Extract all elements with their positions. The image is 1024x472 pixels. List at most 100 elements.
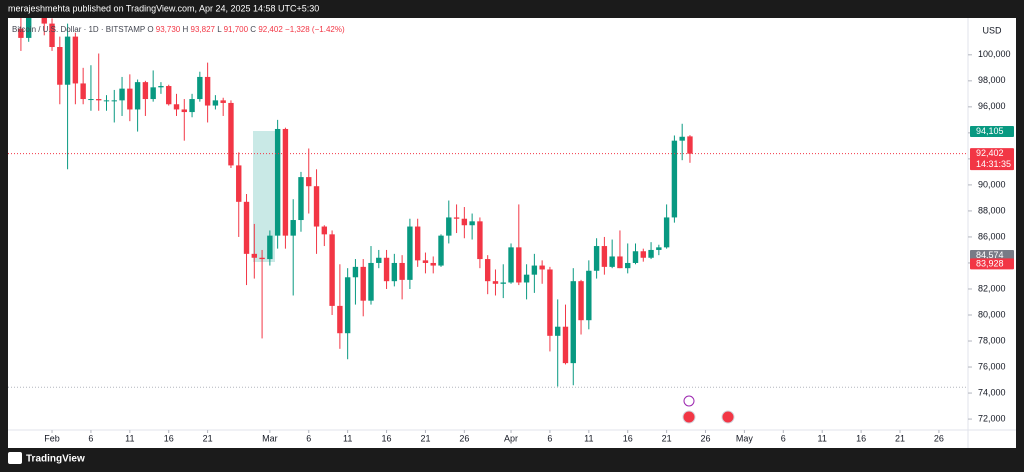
x-tick-label: 16 bbox=[382, 433, 392, 443]
price-label: 92,402 bbox=[976, 148, 1004, 158]
candle-body bbox=[469, 221, 475, 226]
candle-body bbox=[64, 36, 71, 85]
ohlc-key: C bbox=[250, 25, 256, 34]
y-tick-label: 72,000 bbox=[978, 413, 1006, 423]
candle-body bbox=[220, 100, 226, 103]
candle-body bbox=[609, 256, 615, 267]
x-tick-label: 21 bbox=[420, 433, 430, 443]
candle-body bbox=[142, 82, 149, 100]
candle-body bbox=[523, 274, 530, 283]
candle-body bbox=[461, 218, 468, 226]
ohlc-value: 93,730 bbox=[156, 25, 181, 34]
x-tick-label: 6 bbox=[547, 433, 552, 443]
candle-body bbox=[376, 257, 382, 263]
candle-body bbox=[88, 99, 94, 101]
candle-body bbox=[321, 226, 328, 235]
candle-body bbox=[407, 226, 413, 280]
candle-body bbox=[453, 217, 460, 219]
brand-logo bbox=[8, 452, 22, 464]
event-icon bbox=[682, 410, 696, 424]
chart-panel bbox=[8, 18, 1016, 448]
candle-body bbox=[656, 247, 662, 250]
ohlc-value: 92,402 bbox=[258, 25, 283, 34]
candle-body bbox=[290, 220, 296, 236]
candle-body bbox=[446, 217, 452, 236]
price-label-box bbox=[970, 249, 1014, 261]
candle-body bbox=[80, 83, 86, 100]
candle-body bbox=[243, 201, 250, 254]
y-tick-label: 82,000 bbox=[978, 283, 1006, 293]
candle-body bbox=[578, 281, 584, 321]
y-tick-label: 98,000 bbox=[978, 75, 1006, 85]
candle-body bbox=[663, 217, 670, 248]
y-tick-label: 78,000 bbox=[978, 335, 1006, 345]
highlight-box bbox=[253, 131, 275, 262]
candles bbox=[18, 18, 693, 387]
candle-body bbox=[274, 128, 281, 236]
x-tick-label: Feb bbox=[44, 433, 60, 443]
candle-body bbox=[516, 247, 522, 283]
x-tick-label: 16 bbox=[856, 433, 866, 443]
header-text: merajeshmehta published on TradingView.c… bbox=[8, 3, 319, 13]
candle-body bbox=[25, 18, 32, 38]
candle-body bbox=[306, 177, 312, 187]
change-value: −1,328 (−1.42%) bbox=[285, 25, 345, 34]
x-tick-label: 26 bbox=[459, 433, 469, 443]
candle-body bbox=[601, 246, 608, 267]
candle-body bbox=[103, 100, 110, 102]
candle-body bbox=[422, 260, 429, 263]
x-tick-label: 6 bbox=[306, 433, 311, 443]
candle-body bbox=[298, 177, 304, 221]
x-tick-label: 6 bbox=[88, 433, 93, 443]
x-tick-label: May bbox=[736, 433, 754, 443]
candle-body bbox=[329, 234, 335, 306]
candle-body bbox=[212, 100, 219, 106]
candle-body bbox=[111, 100, 117, 102]
candle-body bbox=[158, 86, 164, 88]
y-tick-label: 100,000 bbox=[978, 49, 1011, 59]
x-tick-label: Apr bbox=[504, 433, 518, 443]
candle-body bbox=[181, 109, 187, 113]
candle-body bbox=[438, 235, 444, 266]
candle-body bbox=[282, 128, 289, 236]
x-tick-label: 11 bbox=[125, 433, 134, 443]
candle-body bbox=[492, 281, 499, 284]
candle-body bbox=[531, 265, 538, 275]
ohlc-key: O bbox=[147, 25, 153, 34]
price-label: 83,928 bbox=[976, 258, 1004, 268]
x-tick-label: 21 bbox=[895, 433, 905, 443]
candle-body bbox=[259, 257, 265, 260]
event-icon bbox=[683, 395, 695, 407]
candle-body bbox=[547, 269, 553, 336]
price-label-box bbox=[970, 148, 1014, 171]
x-tick-label: 26 bbox=[934, 433, 944, 443]
candle-body bbox=[57, 47, 63, 85]
ohlc-key: L bbox=[217, 25, 222, 34]
ohlc-key: H bbox=[182, 25, 188, 34]
candle-body bbox=[119, 88, 125, 101]
y-tick-label: 74,000 bbox=[978, 387, 1006, 397]
y-tick-label: 76,000 bbox=[978, 361, 1006, 371]
candle-body bbox=[391, 262, 398, 282]
candle-body bbox=[687, 136, 693, 154]
candle-body bbox=[617, 256, 623, 269]
candle-body bbox=[197, 76, 203, 100]
candle-body bbox=[648, 249, 654, 258]
candle-body bbox=[593, 246, 600, 271]
event-icon bbox=[721, 410, 735, 424]
candle-body bbox=[127, 88, 133, 110]
candle-body bbox=[632, 251, 639, 263]
y-tick-label: 88,000 bbox=[978, 205, 1006, 215]
x-tick-label: 21 bbox=[662, 433, 672, 443]
candle-body bbox=[228, 102, 234, 166]
candle-body bbox=[72, 36, 79, 84]
candle-body bbox=[150, 87, 156, 100]
candle-body bbox=[360, 266, 366, 301]
candle-body bbox=[539, 265, 545, 270]
candle-body bbox=[134, 82, 141, 110]
ohlc-value: 91,700 bbox=[224, 25, 249, 34]
candle-body bbox=[344, 277, 351, 334]
candle-body bbox=[625, 262, 631, 269]
candle-body bbox=[399, 262, 405, 280]
